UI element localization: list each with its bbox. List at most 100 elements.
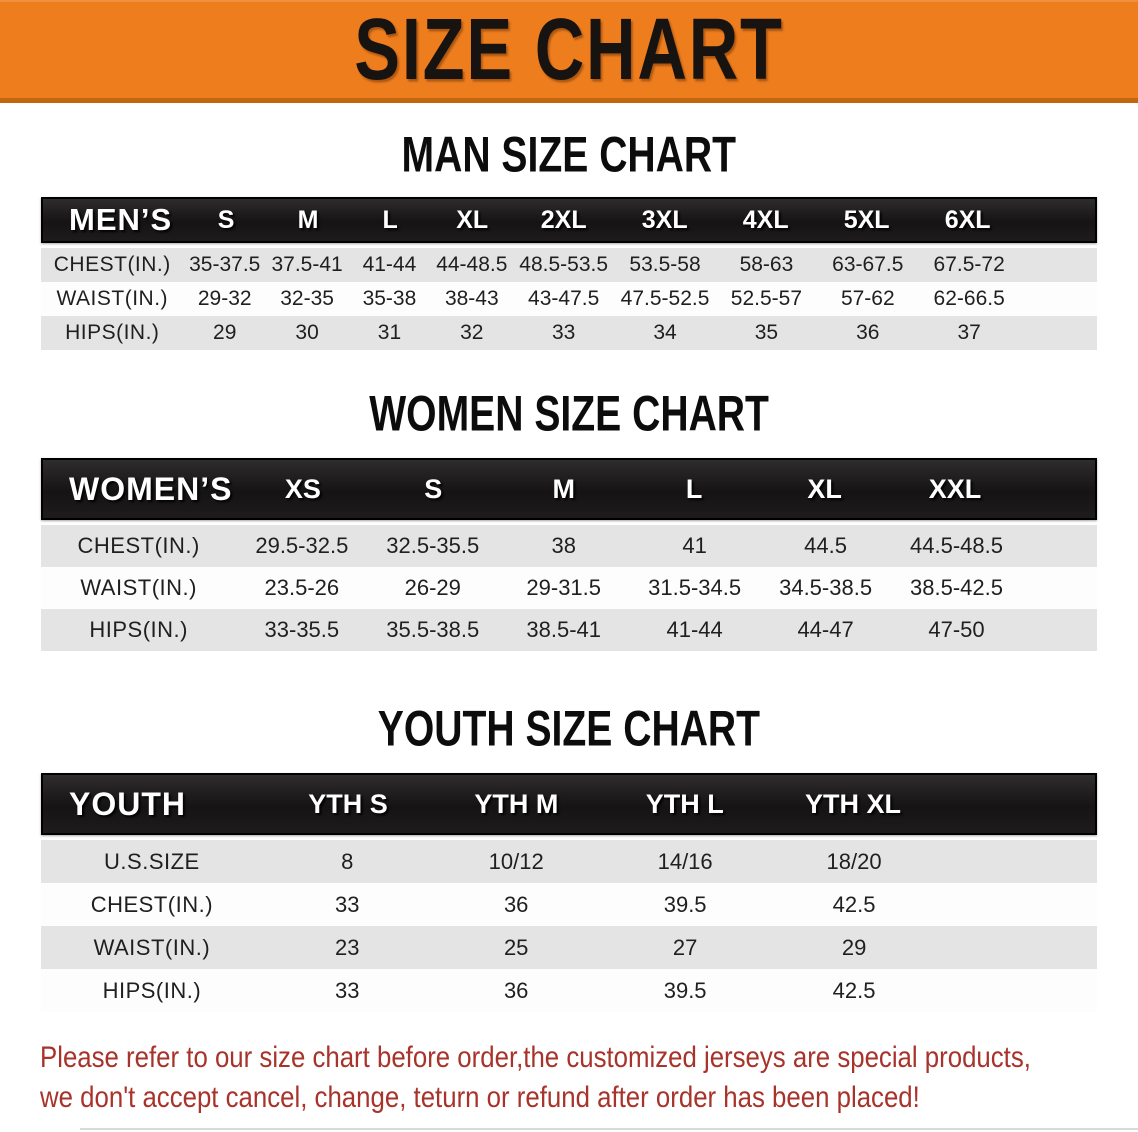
women-waist-value-4: 34.5-38.5 — [779, 575, 873, 600]
men-hips-value-8: 37 — [957, 321, 981, 344]
men-waist-value-3: 38-43 — [444, 287, 499, 310]
women-hips-value-2: 38.5-41 — [526, 617, 602, 642]
youth-column-header-yth-m: YTH M — [474, 788, 559, 819]
men-row-label-hips: HIPS(IN.) — [65, 321, 160, 344]
order-policy-note-line-1: Please refer to our size chart before or… — [40, 1041, 1031, 1074]
men-waist-value-8: 62-66.5 — [933, 287, 1005, 310]
youth-us-size-value-2: 14/16 — [657, 848, 713, 874]
banner: SIZE CHART — [0, 0, 1138, 103]
youth-waist-value-1: 25 — [503, 934, 529, 960]
youth-column-header-yth-s: YTH S — [308, 788, 388, 819]
women-chart-heading: WOMEN SIZE CHART — [0, 384, 1138, 442]
men-table-title: MEN’S — [69, 202, 173, 237]
men-row-label-waist: WAIST(IN.) — [56, 287, 169, 310]
women-chest-value-2: 38 — [551, 533, 576, 558]
men-waist-value-0: 29-32 — [197, 287, 252, 310]
women-chest-value-4: 44.5 — [804, 533, 847, 558]
women-chest-value-3: 41 — [682, 533, 707, 558]
men-hips-value-4: 33 — [551, 321, 576, 344]
men-row-waist: WAIST(IN.) 29-32 32-35 35-38 38-43 43-47.5 47.… — [41, 282, 1097, 316]
men-column-header-6xl: 6XL — [944, 205, 991, 234]
men-waist-value-7: 57-62 — [840, 287, 895, 310]
youth-chart-heading-text: YOUTH SIZE CHART — [377, 699, 761, 757]
men-size-chart-section: MAN SIZE CHART MEN’S S M L XL 2XL 3XL 4XL 5XL 6XL… — [0, 127, 1138, 350]
men-chest-value-6: 58-63 — [739, 253, 794, 276]
men-column-header-m: M — [297, 205, 319, 234]
women-chest-value-5: 44.5-48.5 — [910, 533, 1003, 558]
women-hips-value-1: 35.5-38.5 — [386, 617, 480, 642]
men-waist-value-4: 43-47.5 — [528, 287, 600, 310]
women-waist-value-1: 26-29 — [404, 575, 461, 600]
youth-column-header-yth-xl: YTH XL — [804, 788, 901, 819]
men-hips-value-5: 34 — [653, 321, 677, 344]
women-column-header-l: L — [685, 473, 703, 504]
men-column-header-4xl: 4XL — [742, 205, 789, 234]
youth-hips-value-3: 42.5 — [832, 977, 876, 1003]
youth-waist-value-0: 23 — [334, 934, 360, 960]
men-row-hips: HIPS(IN.) 29 30 31 32 33 34 35 36 37 — [41, 316, 1097, 350]
women-column-header-xs: XS — [284, 473, 321, 504]
youth-row-label-chest: CHEST(IN.) — [90, 891, 214, 917]
youth-hips-value-0: 33 — [334, 977, 360, 1003]
youth-waist-value-3: 29 — [841, 934, 867, 960]
women-waist-value-0: 23.5-26 — [264, 575, 340, 600]
men-hips-value-6: 35 — [754, 321, 779, 344]
men-column-header-l: L — [382, 205, 398, 234]
youth-row-waist: WAIST(IN.) 23 25 27 29 — [41, 926, 1097, 969]
women-column-header-s: S — [424, 473, 443, 504]
men-column-header-3xl: 3XL — [641, 205, 688, 234]
order-policy-note-line-2: we don't accept cancel, change, teturn o… — [40, 1081, 920, 1114]
men-waist-value-5: 47.5-52.5 — [620, 287, 710, 310]
banner-title: SIZE CHART — [354, 0, 784, 98]
women-column-header-xl: XL — [807, 473, 842, 504]
women-waist-value-3: 31.5-34.5 — [648, 575, 742, 600]
youth-table-title: YOUTH — [69, 785, 186, 822]
women-row-label-hips: HIPS(IN.) — [89, 617, 188, 642]
women-chest-value-0: 29.5-32.5 — [255, 533, 349, 558]
men-chest-value-2: 41-44 — [362, 253, 417, 276]
youth-row-chest: CHEST(IN.) 33 36 39.5 42.5 — [41, 883, 1097, 926]
men-hips-value-2: 31 — [377, 321, 402, 344]
youth-row-label-us-size: U.S.SIZE — [104, 848, 200, 874]
women-waist-value-5: 38.5-42.5 — [910, 575, 1003, 600]
men-column-header-2xl: 2XL — [540, 205, 587, 234]
men-chest-value-3: 44-48.5 — [436, 253, 508, 276]
men-waist-value-1: 32-35 — [280, 287, 334, 310]
women-chest-value-1: 32.5-35.5 — [386, 533, 480, 558]
youth-us-size-value-3: 18/20 — [826, 848, 882, 874]
youth-chest-value-0: 33 — [334, 891, 360, 917]
men-column-header-5xl: 5XL — [843, 205, 890, 234]
youth-size-chart-section: YOUTH SIZE CHART YOUTH YTH S YTH M YTH L YTH… — [0, 699, 1138, 1012]
women-hips-value-5: 47-50 — [928, 617, 985, 642]
men-size-table: MEN’S S M L XL 2XL 3XL 4XL 5XL 6XL CHEST(IN.) 35-37… — [41, 197, 1097, 350]
women-size-chart-section: WOMEN SIZE CHART WOMEN’S XS S M L XL XXL CHEST(… — [0, 384, 1138, 651]
men-chest-value-8: 67.5-72 — [933, 253, 1005, 276]
women-chart-heading-text: WOMEN SIZE CHART — [369, 384, 769, 442]
women-row-label-chest: CHEST(IN.) — [77, 533, 200, 558]
women-waist-value-2: 29-31.5 — [526, 575, 602, 600]
women-hips-value-4: 44-47 — [797, 617, 854, 642]
youth-chart-heading: YOUTH SIZE CHART — [0, 699, 1138, 757]
men-table-header-bar: MEN’S S M L XL 2XL 3XL 4XL 5XL 6XL — [41, 197, 1097, 243]
men-chart-heading: MAN SIZE CHART — [0, 127, 1138, 181]
men-row-label-chest: CHEST(IN.) — [53, 253, 171, 276]
page-bottom-edge — [80, 1128, 1138, 1130]
youth-row-hips: HIPS(IN.) 33 36 39.5 42.5 — [41, 969, 1097, 1012]
men-chest-value-0: 35-37.5 — [189, 253, 261, 276]
men-hips-value-3: 32 — [460, 321, 484, 344]
youth-us-size-value-0: 8 — [341, 848, 354, 874]
men-chest-value-5: 53.5-58 — [629, 253, 701, 276]
men-hips-value-7: 36 — [856, 321, 880, 344]
women-row-label-waist: WAIST(IN.) — [80, 575, 197, 600]
women-column-header-xxl: XXL — [928, 473, 982, 504]
order-policy-note: Please refer to our size chart before or… — [40, 1038, 1138, 1118]
men-chest-value-4: 48.5-53.5 — [519, 253, 609, 276]
youth-size-table: YOUTH YTH S YTH M YTH L YTH XL U.S.SIZE 8 10/12… — [41, 773, 1097, 1012]
youth-chest-value-1: 36 — [503, 891, 529, 917]
women-row-chest: CHEST(IN.) 29.5-32.5 32.5-35.5 38 41 44.5 44.5… — [41, 525, 1097, 567]
men-hips-value-1: 30 — [295, 321, 319, 344]
men-hips-value-0: 29 — [213, 321, 237, 344]
men-waist-value-2: 35-38 — [362, 287, 417, 310]
men-row-chest: CHEST(IN.) 35-37.5 37.5-41 41-44 44-48.5 48.5… — [41, 248, 1097, 282]
youth-row-label-waist: WAIST(IN.) — [93, 934, 211, 960]
